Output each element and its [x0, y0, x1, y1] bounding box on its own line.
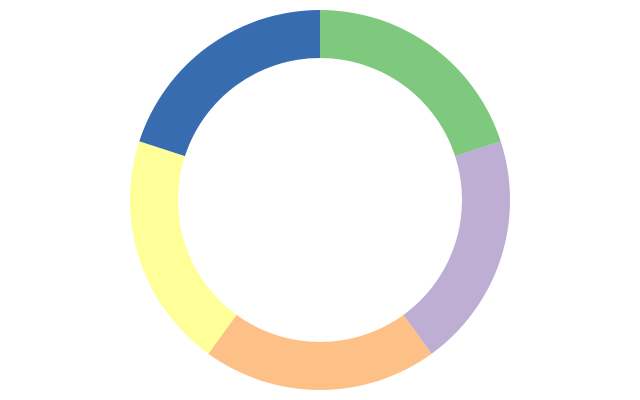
donut-slice-5 — [139, 10, 320, 157]
donut-slice-2 — [403, 141, 511, 354]
donut-slice-1 — [320, 10, 501, 157]
donut-slice-3 — [208, 314, 432, 390]
donut-slice-4 — [129, 141, 237, 354]
